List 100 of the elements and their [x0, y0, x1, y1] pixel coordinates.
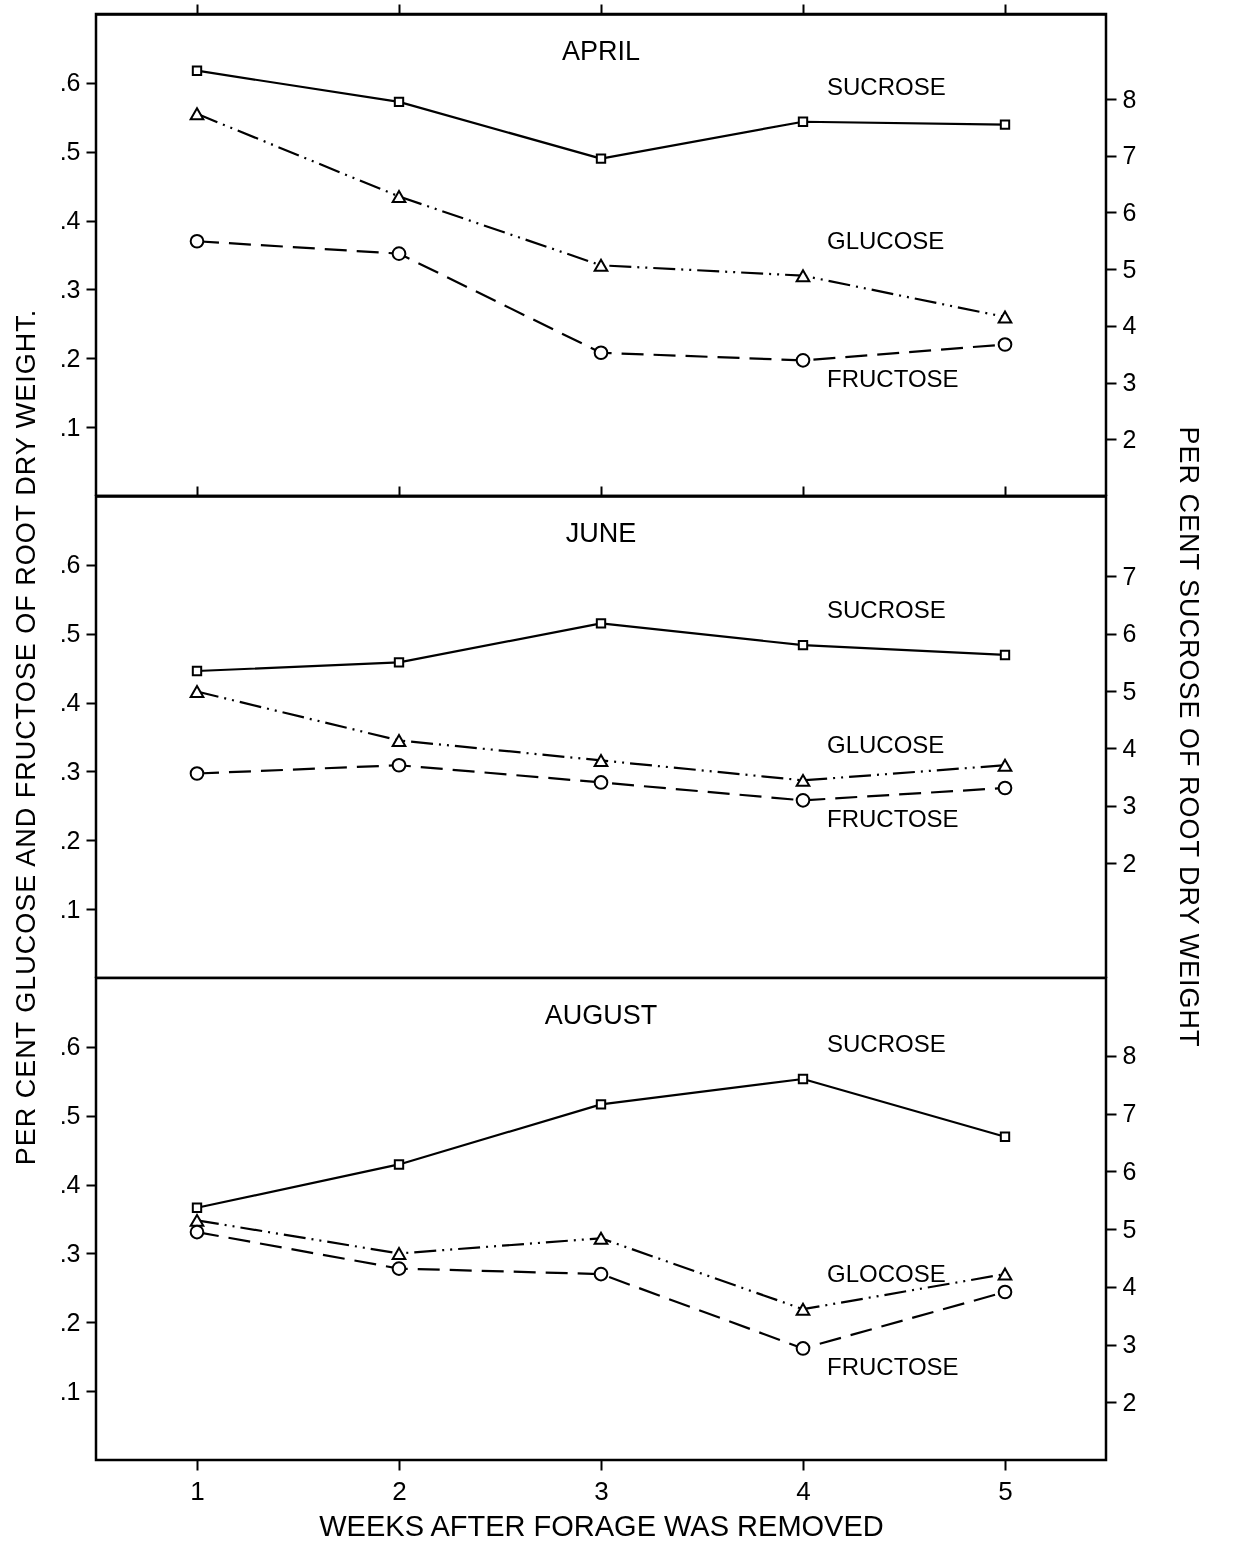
point — [189, 766, 205, 781]
point — [189, 233, 205, 249]
point — [191, 65, 203, 76]
text: APRIL — [561, 36, 641, 66]
y2-tick-label: 4 — [1122, 733, 1137, 762]
x-tick-label: 3 — [594, 1475, 609, 1506]
y2-tick-label: 6 — [1122, 619, 1137, 648]
y2-tick-label: 7 — [1122, 561, 1137, 590]
y2-tick-label: 2 — [1122, 1387, 1137, 1416]
y2-tick-label: 3 — [1122, 368, 1137, 397]
point — [595, 1099, 607, 1110]
y-tick-label: .4 — [59, 688, 81, 717]
point — [795, 1302, 811, 1316]
y2-tick-label: 5 — [1122, 676, 1137, 705]
point — [997, 310, 1013, 324]
point — [393, 96, 405, 108]
y2-tick-label: 3 — [1122, 791, 1137, 820]
series-label: GLUCOSE — [827, 731, 945, 759]
point — [997, 1267, 1013, 1281]
y2-axis-title: PER CENT SUCROSE OF ROOT DRY WEIGHT — [1172, 426, 1204, 1048]
point — [593, 345, 609, 361]
y2-tick-label: 6 — [1122, 197, 1137, 226]
point — [797, 1073, 809, 1085]
point — [191, 1202, 203, 1213]
y2-tick-label: 2 — [1122, 424, 1137, 453]
x-tick-label: 5 — [998, 1475, 1013, 1506]
y2-tick-label: 4 — [1122, 311, 1137, 340]
point — [997, 780, 1013, 796]
y2-tick-label: 8 — [1122, 84, 1137, 113]
y-tick-label: .5 — [59, 137, 81, 166]
point — [999, 649, 1011, 661]
series-label: FRUCTOSE — [827, 805, 959, 833]
point — [189, 1224, 205, 1240]
y-axis-title: PER CENT GLUCOSE AND FRUCTOSE OF ROOT DRY WEIGHT. — [10, 308, 42, 1166]
series-label: FRUCTOSE — [827, 365, 959, 393]
y-tick-label: .3 — [59, 1238, 81, 1267]
point — [593, 775, 609, 790]
y-tick-label: .2 — [59, 825, 81, 854]
point — [593, 1266, 609, 1282]
y2-tick-label: 5 — [1122, 254, 1137, 283]
y-tick-label: .3 — [59, 756, 81, 785]
point — [795, 269, 811, 283]
y-tick-label: .3 — [59, 274, 81, 303]
y2-tick-label: 8 — [1122, 1041, 1137, 1070]
y-tick-label: .1 — [59, 1376, 81, 1405]
y-tick-label: .4 — [59, 206, 81, 235]
y-tick-label: .6 — [59, 68, 81, 97]
y2-tick-label: 4 — [1122, 1272, 1137, 1301]
point — [391, 189, 407, 203]
x-axis-title: WEEKS AFTER FORAGE WAS REMOVED — [319, 1509, 884, 1542]
point — [795, 1341, 811, 1356]
y-tick-label: .1 — [59, 894, 81, 923]
point — [999, 1131, 1011, 1142]
point — [797, 640, 809, 651]
point — [391, 1246, 407, 1260]
point — [795, 353, 811, 368]
y-tick-label: .5 — [59, 1101, 81, 1130]
x-tick-label: 4 — [796, 1475, 811, 1506]
y2-tick-label: 7 — [1122, 1099, 1137, 1128]
point — [999, 119, 1011, 130]
point — [393, 657, 405, 668]
point — [391, 733, 407, 747]
point — [391, 1261, 407, 1276]
point — [997, 758, 1013, 772]
point — [391, 757, 407, 773]
point — [595, 618, 607, 629]
point — [795, 793, 811, 808]
point — [189, 1213, 205, 1227]
point — [393, 1159, 405, 1170]
series-label: SUCROSE — [827, 72, 946, 100]
point — [595, 153, 607, 164]
series-label: FRUCTOSE — [827, 1353, 959, 1381]
point — [391, 246, 407, 261]
y-tick-label: .2 — [59, 343, 81, 372]
point — [997, 1284, 1013, 1300]
y2-tick-label: 7 — [1122, 141, 1137, 170]
series-label: GLUCOSE — [827, 226, 945, 254]
point — [189, 685, 205, 699]
y2-tick-label: 5 — [1122, 1214, 1137, 1243]
y-tick-label: .6 — [59, 1032, 81, 1061]
y-tick-label: .1 — [59, 412, 81, 441]
y2-tick-label: 2 — [1122, 848, 1137, 877]
point — [795, 773, 811, 787]
text: AUGUST — [544, 1000, 658, 1030]
y-tick-label: .4 — [59, 1170, 81, 1199]
point — [189, 107, 205, 121]
point — [191, 665, 203, 677]
series-label: SUCROSE — [827, 1030, 946, 1058]
point — [593, 753, 609, 767]
x-tick-label: 1 — [190, 1475, 205, 1506]
point — [593, 258, 609, 272]
y2-tick-label: 3 — [1122, 1330, 1137, 1359]
point — [593, 1231, 609, 1245]
y-tick-label: .6 — [59, 550, 81, 579]
y2-tick-label: 6 — [1122, 1156, 1137, 1185]
point — [797, 116, 809, 127]
point — [997, 337, 1013, 352]
series-label: GLOCOSE — [827, 1260, 946, 1288]
x-tick-label: 2 — [392, 1475, 407, 1506]
series-label: SUCROSE — [827, 596, 946, 624]
